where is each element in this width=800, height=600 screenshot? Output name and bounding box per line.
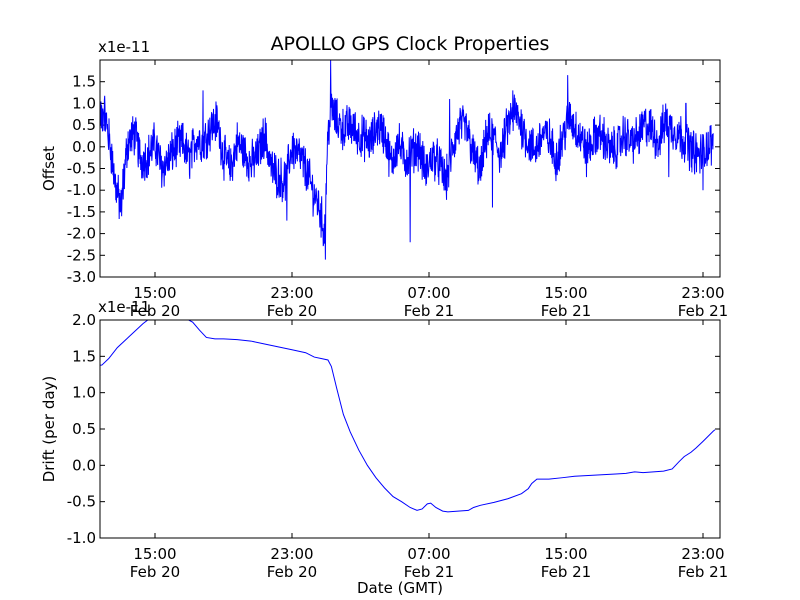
x-tick-label-time: 23:00	[270, 284, 313, 302]
x-tick-label-time: 23:00	[681, 284, 724, 302]
x-tick-label-time: 23:00	[681, 545, 724, 563]
y-tick-label: 1.5	[72, 347, 96, 365]
x-tick-label-time: 15:00	[544, 284, 587, 302]
chart-1: APOLLO GPS Clock Properties x1e-11 Offset 1…	[40, 33, 728, 320]
x-tick-label-date: Feb 21	[541, 563, 591, 581]
x-tick-label-date: Feb 20	[130, 563, 180, 581]
x-tick-label-date: Feb 20	[130, 302, 180, 320]
y-axis-label: Offset	[40, 146, 58, 191]
y-tick-label: -1.0	[67, 181, 96, 199]
y-multiplier-label: x1e-11	[98, 298, 150, 316]
x-tick-label-date: Feb 21	[678, 563, 728, 581]
x-tick-label-time: 15:00	[133, 545, 176, 563]
y-tick-label: 0.5	[72, 116, 96, 134]
y-tick-label: -0.5	[67, 160, 96, 178]
series-line-drift	[100, 320, 716, 513]
y-tick-label: 1.0	[72, 94, 96, 112]
y-axis-label: Drift (per day)	[40, 376, 58, 483]
plot-frame	[99, 319, 721, 539]
x-tick-label-date: Feb 21	[404, 563, 454, 581]
series-line-offset	[100, 60, 714, 260]
x-tick-label-time: 15:00	[544, 545, 587, 563]
y-tick-label: 0.0	[72, 138, 96, 156]
y-tick-label: 0.0	[72, 456, 96, 474]
x-tick-label-time: 15:00	[133, 284, 176, 302]
y-multiplier-label: x1e-11	[98, 38, 150, 56]
y-tick-label: 1.0	[72, 384, 96, 402]
x-tick-label-date: Feb 21	[678, 302, 728, 320]
chart-title: APOLLO GPS Clock Properties	[271, 33, 550, 55]
y-tick-label: -2.5	[67, 246, 96, 264]
x-axis-label: Date (GMT)	[357, 579, 443, 597]
x-tick-label-time: 07:00	[407, 545, 450, 563]
y-tick-label: 1.5	[72, 73, 96, 91]
x-tick-label-date: Feb 21	[404, 302, 454, 320]
x-tick-label-time: 07:00	[407, 284, 450, 302]
y-tick-label: -2.0	[67, 225, 96, 243]
chart-2: x1e-11 Drift (per day) Date (GMT) 2.0 1.5 1.0…	[40, 298, 728, 597]
plot-frame	[99, 59, 721, 278]
x-tick-label-date: Feb 21	[541, 302, 591, 320]
y-tick-label: -3.0	[67, 268, 96, 286]
y-tick-label: 0.5	[72, 420, 96, 438]
y-tick-label: -1.0	[67, 529, 96, 547]
y-tick-label: 2.0	[72, 311, 96, 329]
y-tick-label: -0.5	[67, 493, 96, 511]
x-tick-label-date: Feb 20	[267, 563, 317, 581]
x-tick-label-date: Feb 20	[267, 302, 317, 320]
y-tick-label: -1.5	[67, 203, 96, 221]
x-tick-label-time: 23:00	[270, 545, 313, 563]
